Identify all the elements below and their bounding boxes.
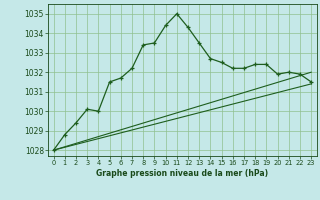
X-axis label: Graphe pression niveau de la mer (hPa): Graphe pression niveau de la mer (hPa)	[96, 169, 268, 178]
